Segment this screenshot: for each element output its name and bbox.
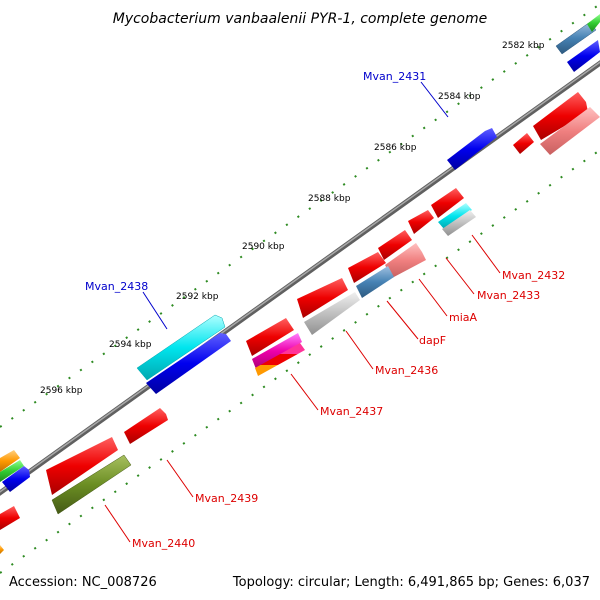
gene-arrow[interactable] (408, 210, 434, 234)
tick-label: 2586 kbp (374, 143, 417, 153)
gene-arrow[interactable] (304, 292, 360, 335)
gene-label[interactable]: Mvan_2431 (363, 70, 426, 83)
map-title: Mycobacterium vanbaalenii PYR-1, complet… (113, 11, 488, 27)
forward-features (0, 14, 600, 492)
tick-label: 2588 kbp (308, 194, 351, 204)
gene-arrow[interactable] (442, 210, 476, 236)
gene-arrow[interactable] (146, 333, 231, 394)
tick-label: 2584 kbp (438, 92, 481, 102)
inner-tick-ruler (0, 149, 600, 574)
gene-arrow[interactable] (348, 252, 386, 283)
gene-arrow[interactable] (540, 107, 600, 155)
gene-arrow[interactable] (533, 92, 588, 140)
gene-arrow[interactable] (252, 333, 302, 369)
tick-label: 2590 kbp (242, 242, 285, 252)
reverse-features (0, 92, 600, 554)
accession-text: Accession: NC_008726 (9, 575, 157, 590)
tick-labels: 2582 kbp 2584 kbp 2586 kbp 2588 kbp 2590… (40, 41, 545, 396)
gene-arrow[interactable] (567, 40, 600, 72)
tick-label: 2582 kbp (502, 41, 545, 51)
gene-arrow[interactable] (513, 133, 534, 154)
gene-arrow[interactable] (2, 466, 30, 492)
gene-arrow[interactable] (378, 230, 412, 260)
label-leaders (104, 81, 501, 543)
gene-arrow[interactable] (124, 408, 168, 444)
gene-label[interactable]: miaA (449, 311, 478, 324)
gene-arrow[interactable] (0, 506, 20, 530)
gene-arrow[interactable] (438, 203, 472, 229)
gene-arrow[interactable] (431, 188, 464, 218)
gene-label[interactable]: Mvan_2436 (375, 364, 438, 377)
gene-arrow[interactable] (356, 266, 394, 298)
gene-arrow[interactable] (587, 14, 600, 32)
gene-arrow[interactable] (136, 314, 226, 381)
topology-text: Topology: circular; Length: 6,491,865 bp… (232, 575, 590, 590)
genome-backbone (0, 60, 600, 496)
gene-arrow[interactable] (0, 450, 20, 472)
gene-arrow[interactable] (0, 460, 24, 482)
gene-arrow[interactable] (246, 318, 294, 356)
gene-arrow[interactable] (51, 454, 132, 515)
gene-label[interactable]: Mvan_2438 (85, 280, 148, 293)
gene-arrow[interactable] (255, 343, 305, 376)
gene-label[interactable]: dapF (419, 334, 446, 347)
gene-arrow[interactable] (297, 278, 348, 318)
gene-arrow[interactable] (46, 437, 118, 495)
gene-arrow[interactable] (447, 128, 497, 170)
gene-arrow[interactable] (385, 243, 426, 278)
outer-tick-ruler (0, 3, 600, 428)
tick-label: 2596 kbp (40, 386, 83, 396)
gene-arrow[interactable] (555, 21, 597, 55)
gene-label[interactable]: Mvan_2439 (195, 492, 258, 505)
gene-label[interactable]: Mvan_2433 (477, 289, 540, 302)
tick-label: 2592 kbp (176, 292, 219, 302)
gene-arrow[interactable] (0, 545, 4, 554)
tick-label: 2594 kbp (109, 340, 152, 350)
gene-label[interactable]: Mvan_2432 (502, 269, 565, 282)
gene-label[interactable]: Mvan_2440 (132, 537, 195, 550)
gene-label[interactable]: Mvan_2437 (320, 405, 383, 418)
